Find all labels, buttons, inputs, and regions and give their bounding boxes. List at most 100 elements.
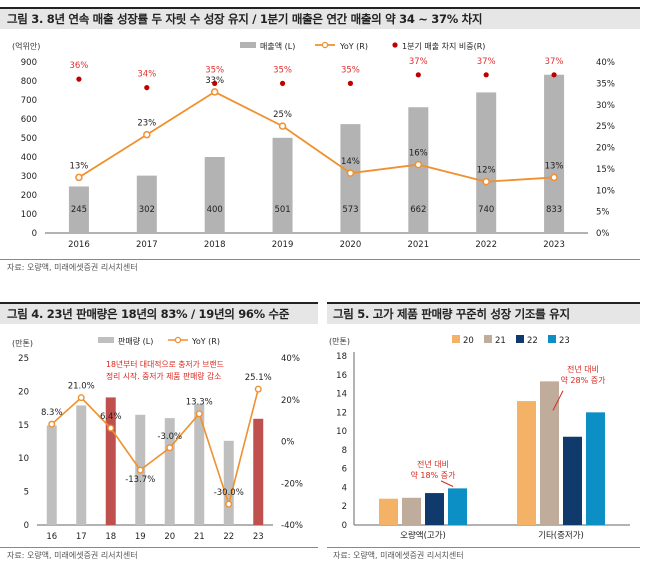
figure3-yoy-label: 14% xyxy=(341,157,360,167)
figure3-right-tick: 20% xyxy=(596,144,615,154)
figure3-x-tick: 2017 xyxy=(136,240,158,250)
figure3-left-tick: 700 xyxy=(21,96,37,106)
figure3-x-tick: 2016 xyxy=(68,240,90,250)
figure3-right-tick: 35% xyxy=(596,79,615,89)
figure4-legend-bar-swatch xyxy=(98,337,114,343)
figure3-left-tick: 900 xyxy=(21,58,37,68)
figure3-x-tick: 2022 xyxy=(475,240,497,250)
figure3-bar-label: 740 xyxy=(478,205,494,215)
figure3-left-tick: 400 xyxy=(21,153,37,163)
figure4-yoy-point xyxy=(254,385,262,393)
figure4-yoy-label: 13.3% xyxy=(186,398,213,408)
figure3-x-tick: 2023 xyxy=(543,240,565,250)
figure4-bar xyxy=(253,418,264,525)
figure3-left-tick: 300 xyxy=(21,172,37,182)
figure3-left-tick: 200 xyxy=(21,191,37,201)
figure3-right-tick: 30% xyxy=(596,101,615,111)
figure3-share-point xyxy=(483,72,489,78)
figure5-legend-swatch xyxy=(548,335,556,343)
figure5-chart: (만톤) 0 2 4 6 8 10 12 14 16 18 오량액(고가) 기타(중저가) 20 21 22 2… xyxy=(329,335,630,541)
figure4-x-tick: 19 xyxy=(135,532,146,542)
figure4-x-tick: 17 xyxy=(76,532,87,542)
figure4-annotation-line: 18년부터 대대적으로 충저가 브랜드 xyxy=(106,359,224,369)
figure3-yoy-point xyxy=(75,173,83,182)
figure3-bar-label: 245 xyxy=(71,205,87,215)
figure3-x-tick: 2019 xyxy=(272,240,294,250)
figure3-left-tick: 800 xyxy=(21,77,37,87)
figure4-left-tick: 15 xyxy=(18,421,29,431)
figure5-legend-label: 21 xyxy=(495,336,506,346)
figure5-legend-swatch xyxy=(452,335,460,343)
figure4-x-tick: 21 xyxy=(194,532,205,542)
figure4-x-tick: 18 xyxy=(105,532,116,542)
figure4-right-tick: 40% xyxy=(281,354,300,364)
figure4-left-tick: 5 xyxy=(24,488,29,498)
figure4-right-tick: -20% xyxy=(281,479,303,489)
figure3-bar xyxy=(136,175,157,233)
figure4-bar xyxy=(105,397,116,525)
figure5-bar xyxy=(448,488,467,525)
figure3-bar xyxy=(204,157,225,233)
figure4-annotation-line: 정리 시작. 중저가 제품 판매량 감소 xyxy=(106,371,221,381)
figure5-annotation-line: 약 28% 증가 xyxy=(561,375,607,385)
figure4-bottom-rule xyxy=(0,547,318,548)
figure3-x-tick: 2020 xyxy=(340,240,362,250)
figure3-bar-label: 501 xyxy=(274,205,290,215)
figure5-title-bar xyxy=(327,302,640,324)
figure3-yoy-label: 25% xyxy=(273,110,292,120)
figure3-yoy-label: 13% xyxy=(545,161,564,171)
figure3-share-label: 36% xyxy=(69,61,88,71)
figure4-yoy-label: 21.0% xyxy=(68,382,95,392)
figure3-legend-bar-label: 매출액 (L) xyxy=(260,41,295,51)
figure4-left-tick: 25 xyxy=(18,354,29,364)
figure5-legend-swatch xyxy=(516,335,524,343)
figure5-y-tick: 12 xyxy=(336,408,347,418)
figure4-title: 그림 4. 23년 판매량은 18년의 83% / 19년의 96% 수준 xyxy=(7,307,290,321)
figure5-annotation-line: 전년 대비 xyxy=(417,459,449,469)
figure3-title-bar xyxy=(0,7,640,29)
figure3-bar-label: 302 xyxy=(139,205,155,215)
figure3-share-point xyxy=(144,85,150,91)
figure3-share-label: 35% xyxy=(205,65,224,75)
figure4-yoy-point xyxy=(166,444,174,452)
figure5-legend-swatch xyxy=(484,335,492,343)
figure5-bar xyxy=(379,498,398,525)
figure4-yoy-point xyxy=(107,424,115,432)
figure4-legend-bar-label: 판매량 (L) xyxy=(118,336,153,346)
figure5-x-tick: 오량액(고가) xyxy=(400,530,446,541)
figure3-share-point xyxy=(76,76,82,82)
figure4-bar xyxy=(76,405,87,525)
figure5-title: 그림 5. 고가 제품 판매량 꾸준히 성장 기조를 유지 xyxy=(333,307,570,321)
figure4-yoy-label: 8.3% xyxy=(41,408,63,418)
figure3-share-label: 35% xyxy=(341,65,360,75)
figure3-bar xyxy=(272,137,293,233)
figure5-bar xyxy=(402,497,421,525)
figure4-yoy-point xyxy=(136,466,144,474)
figure4-yoy-label: 25.1% xyxy=(245,373,272,383)
figure3-share-point xyxy=(212,80,218,86)
figure3-yoy-label: 13% xyxy=(69,161,88,171)
figure3-chart: (억위안) 0 100 200 300 400 500 600 700 800 900 0% 5% 10%… xyxy=(12,41,615,250)
figure3-left-tick: 0 xyxy=(32,229,37,239)
figure5-unit-label: (만톤) xyxy=(329,337,350,346)
figure4-x-tick: 23 xyxy=(253,532,264,542)
figure4-x-tick: 22 xyxy=(223,532,234,542)
figure5-bar xyxy=(425,493,444,525)
figure5-bottom-rule xyxy=(327,547,640,548)
figure3-share-label: 37% xyxy=(409,57,428,67)
figure3-yoy-point xyxy=(346,169,355,177)
figure3-yoy-line xyxy=(78,90,555,183)
figure5-y-tick: 0 xyxy=(342,521,347,531)
figure4-yoy-point xyxy=(195,410,203,418)
figure3-legend-dot-label: 1분기 매출 차지 비중(R) xyxy=(402,41,485,51)
figure4-yoy-label: 6.4% xyxy=(100,412,122,422)
figure3-yoy-point xyxy=(550,173,558,182)
figure5-annotation-line: 전년 대비 xyxy=(567,364,599,374)
figure3-left-tick: 100 xyxy=(21,210,37,220)
figure5-y-tick: 4 xyxy=(342,483,347,493)
figure4-yoy-point xyxy=(77,394,85,402)
figure3-unit-label: (억위안) xyxy=(12,41,40,51)
figure3-share-label: 37% xyxy=(545,57,564,67)
figure4-bar xyxy=(194,404,205,525)
figure5-annotation-line: 약 18% 증가 xyxy=(411,470,457,480)
